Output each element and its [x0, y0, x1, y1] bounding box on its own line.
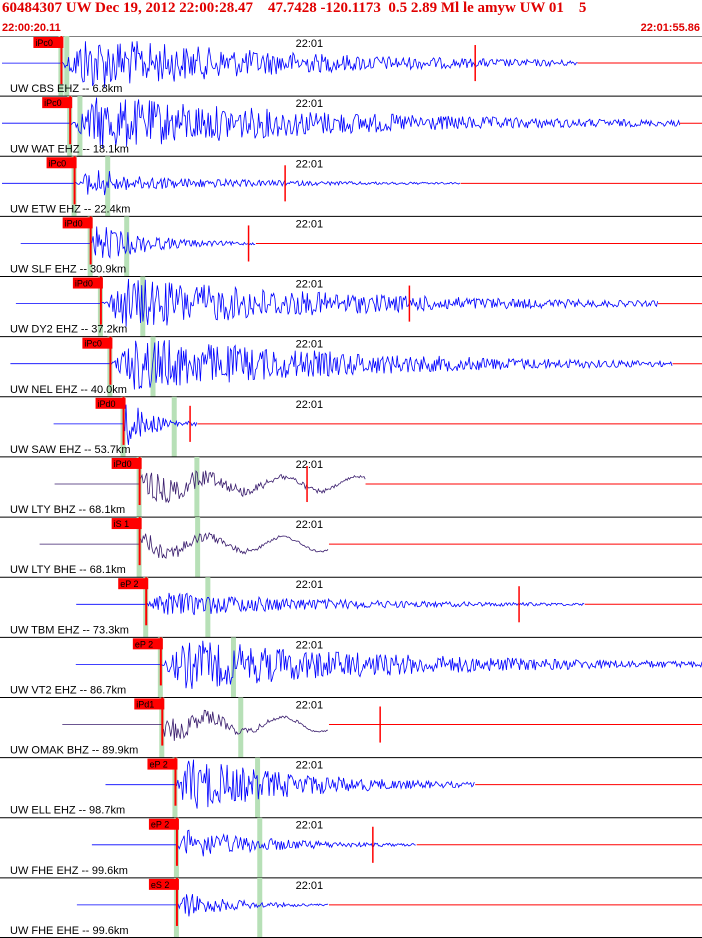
s-window [195, 517, 201, 578]
waveform [105, 759, 475, 809]
minute-label: 22:01 [296, 158, 324, 170]
end-time: 22:01:55.86 [640, 22, 700, 34]
pick-label: eP 2 [149, 760, 167, 770]
waveform [2, 97, 681, 149]
pick-flag [42, 97, 73, 109]
pick-flag [148, 818, 179, 830]
trace-label: UW OMAK BHZ -- 89.9km [10, 745, 138, 757]
s-window [64, 36, 70, 97]
pick-flag [72, 277, 103, 289]
start-time: 22:00:20.11 [2, 22, 61, 34]
waveform [91, 829, 416, 857]
minute-label: 22:01 [296, 760, 324, 772]
trace-label: UW FHE EHE -- 99.6km [10, 925, 129, 937]
pick-label: iPd0 [65, 218, 83, 228]
waveform [20, 226, 256, 259]
s-window [205, 577, 211, 638]
waveform [62, 709, 328, 741]
s-window [194, 456, 200, 518]
minute-label: 22:01 [296, 820, 324, 832]
pick-label: iPd0 [114, 459, 132, 469]
trace-label: UW SLF EHZ -- 30.9km [10, 264, 126, 276]
trace-label: UW LTY BHE -- 68.1km [10, 564, 126, 576]
minute-label: 22:01 [296, 339, 324, 351]
minute-label: 22:01 [296, 880, 324, 892]
pick-flag [147, 758, 178, 770]
pick-label: eP 2 [120, 579, 138, 589]
waveform [53, 404, 198, 446]
trace-label: UW FHE EHZ -- 99.6km [10, 865, 128, 877]
minute-label: 22:01 [296, 459, 324, 471]
trace-label: UW ETW EHZ -- 22.4km [10, 203, 130, 215]
minute-label: 22:01 [296, 399, 324, 411]
trace-label: UW NEL EHZ -- 40.0km [10, 384, 127, 396]
minute-label: 22:01 [296, 38, 324, 50]
waveform [10, 339, 673, 390]
trace-label: UW VT2 EHZ -- 86.7km [10, 684, 126, 696]
seismogram-plot: 22:01 iPc0 UW CBS EHZ -- 6.8km 22:01 iPc0 UW … [0, 36, 702, 938]
trace-label: UW LTY BHZ -- 68.1km [10, 504, 125, 516]
pick-flag [148, 878, 179, 890]
pick-label: iPc0 [44, 98, 62, 108]
pick-label: iPd1 [136, 699, 154, 709]
waveform [39, 531, 329, 559]
waveform [2, 170, 461, 196]
trace-label: UW CBS EHZ -- 6.8km [10, 83, 122, 95]
minute-label: 22:01 [296, 579, 324, 591]
pick-flag [62, 217, 93, 229]
s-window [238, 697, 244, 758]
pick-flag [95, 397, 126, 409]
pick-flag [132, 638, 163, 650]
minute-label: 22:01 [296, 699, 324, 711]
pick-flag [134, 698, 165, 710]
pick-flag [111, 457, 142, 469]
pick-label: iPd0 [98, 399, 116, 409]
pick-label: iPc0 [49, 158, 67, 168]
waveform [76, 894, 329, 917]
pick-label: iPc0 [84, 339, 102, 349]
waveform [54, 470, 366, 504]
pick-label: iPd0 [75, 279, 93, 289]
waveform [2, 41, 578, 88]
minute-label: 22:01 [296, 218, 324, 230]
s-window [77, 96, 83, 157]
pick-label: eP 2 [151, 820, 169, 830]
trace-label: UW ELL EHZ -- 98.7km [10, 805, 125, 817]
event-title: 60484307 UW Dec 19, 2012 22:00:28.47 47.… [2, 0, 587, 16]
minute-label: 22:01 [296, 98, 324, 110]
trace-label: UW DY2 EHZ -- 37.2km [10, 324, 127, 336]
minute-label: 22:01 [296, 279, 324, 291]
s-window [257, 877, 263, 938]
minute-label: 22:01 [296, 519, 324, 531]
pick-flag [33, 37, 64, 48]
pick-flag [111, 518, 142, 530]
pick-flag [46, 157, 77, 169]
waveform [15, 278, 659, 327]
pick-label: eP 2 [135, 639, 153, 649]
pick-label: eS 2 [151, 880, 170, 890]
header: 60484307 UW Dec 19, 2012 22:00:28.47 47.… [0, 0, 702, 36]
trace-label: UW WAT EHZ -- 18.1km [10, 143, 129, 155]
waveform [76, 592, 585, 616]
minute-label: 22:01 [296, 639, 324, 651]
pick-flag [118, 578, 149, 590]
s-window [171, 396, 177, 457]
waveform [75, 640, 702, 689]
s-window [150, 336, 156, 397]
trace-label: UW TBM EHZ -- 73.3km [10, 624, 129, 636]
pick-flag [82, 337, 113, 349]
trace-label: UW SAW EHZ -- 53.7km [10, 444, 131, 456]
pick-label: iS 1 [114, 519, 130, 529]
pick-label: iPc0 [35, 38, 53, 48]
